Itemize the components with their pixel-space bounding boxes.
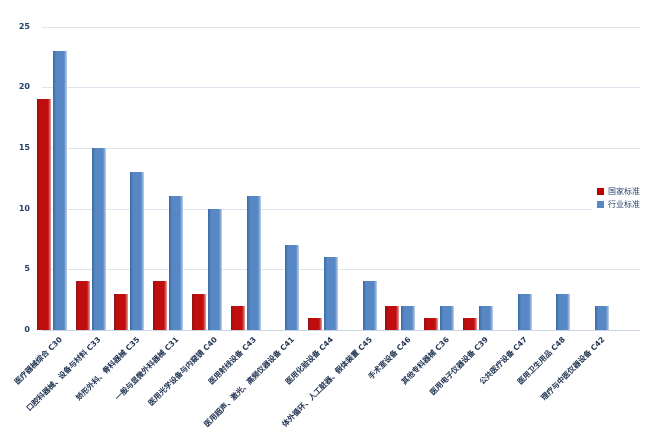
bar-industry-standard <box>130 172 145 330</box>
bar-national-standard <box>114 293 129 330</box>
x-axis-baseline <box>42 330 640 331</box>
bar-industry-standard <box>362 281 377 330</box>
y-axis-tick-label: 10 <box>18 203 30 213</box>
bar-national-standard <box>424 317 439 330</box>
gridline <box>42 269 640 271</box>
bar-industry-standard <box>556 293 571 330</box>
bar-industry-standard <box>207 208 222 330</box>
y-axis-tick-label: 25 <box>18 21 30 31</box>
bar-industry-standard <box>285 245 300 330</box>
gridline <box>42 147 640 149</box>
bar-national-standard <box>230 305 245 330</box>
x-axis-category-label: 口腔科器械、设备与材料 C33 <box>24 335 103 413</box>
bar-national-standard <box>75 281 90 330</box>
bar-industry-standard <box>169 196 184 330</box>
bar-national-standard <box>37 99 51 330</box>
chart-legend: 国家标准 行业标准 <box>592 184 645 212</box>
bar-national-standard <box>308 317 323 330</box>
y-axis-tick-label: 15 <box>18 142 30 152</box>
bar-industry-standard <box>517 293 532 330</box>
bar-industry-standard <box>595 305 610 330</box>
bar-industry-standard <box>440 305 455 330</box>
bar-industry-standard <box>246 196 261 330</box>
bar-industry-standard <box>324 257 339 330</box>
legend-label-national-standard: 国家标准 <box>608 187 640 196</box>
bar-industry-standard <box>53 50 67 330</box>
legend-swatch-national-standard <box>597 188 604 195</box>
bar-industry-standard <box>91 147 106 330</box>
legend-swatch-industry-standard <box>597 201 604 208</box>
bar-industry-standard <box>401 305 416 330</box>
y-axis-tick-label: 0 <box>24 325 30 334</box>
bar-national-standard <box>385 305 400 330</box>
x-axis-category-label: 医用光学设备与内窥镜 C40 <box>146 335 219 408</box>
bar-industry-standard <box>478 305 493 330</box>
legend-label-industry-standard: 行业标准 <box>608 200 640 209</box>
bar-national-standard <box>462 317 477 330</box>
x-axis-category-label: 一般与显微外科器械 C31 <box>112 335 181 403</box>
bar-national-standard <box>153 281 168 330</box>
bar-national-standard <box>191 293 206 330</box>
legend-item-industry-standard: 行业标准 <box>597 200 640 209</box>
gridline <box>42 208 640 210</box>
gridline <box>42 87 640 89</box>
y-axis-tick-label: 5 <box>24 264 30 274</box>
legend-item-national-standard: 国家标准 <box>597 187 640 196</box>
gridline <box>42 26 640 28</box>
y-axis-tick-label: 20 <box>18 82 30 92</box>
